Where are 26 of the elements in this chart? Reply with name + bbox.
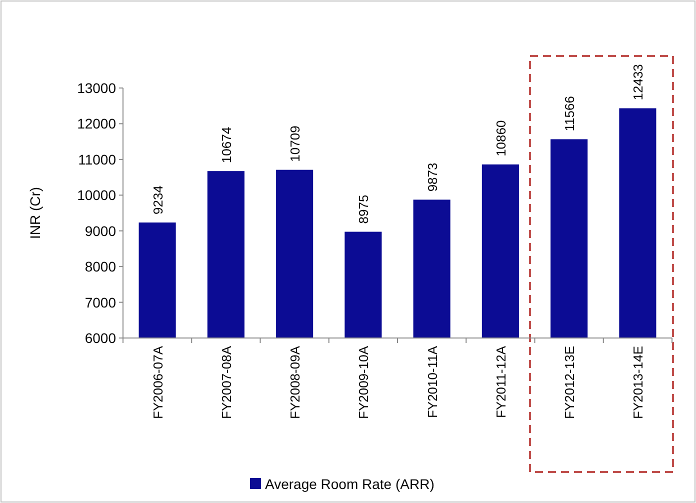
data-label: 11566 — [562, 96, 578, 132]
data-label: 9873 — [424, 162, 440, 192]
data-label: 9234 — [150, 186, 166, 214]
data-label: 10674 — [218, 126, 234, 164]
x-tick-label: FY2011-12A — [493, 346, 508, 418]
data-label: 8975 — [356, 194, 372, 224]
x-tick-label: FY2009-10A — [356, 346, 372, 419]
x-tick-label: FY2012-13E — [562, 346, 578, 419]
x-tick-label: FY2013-14E — [630, 346, 646, 419]
data-label: 12433 — [630, 64, 646, 100]
legend-label: Average Room Rate (ARR) — [265, 476, 434, 492]
y-tick-label: 8000 — [84, 258, 116, 275]
y-tick-label: 11000 — [78, 151, 116, 168]
x-tick-label: FY2008-09A — [288, 346, 303, 419]
y-tick-label: 10000 — [77, 187, 116, 204]
y-tick-label: 6000 — [84, 330, 116, 346]
x-tick-label: FY2006-07A — [150, 346, 166, 419]
y-tick-label: 9000 — [84, 222, 116, 239]
y-tick-label: 13000 — [77, 80, 116, 96]
data-label: 10709 — [288, 126, 303, 162]
x-tick-label: FY2010-11A — [424, 346, 440, 418]
x-tick-label: FY2007-08A — [218, 346, 234, 419]
y-axis-title: INR (Cr) — [27, 186, 43, 240]
y-tick-label: 7000 — [84, 294, 116, 310]
data-label: 10860 — [493, 120, 508, 156]
y-tick-label: 12000 — [77, 116, 116, 132]
